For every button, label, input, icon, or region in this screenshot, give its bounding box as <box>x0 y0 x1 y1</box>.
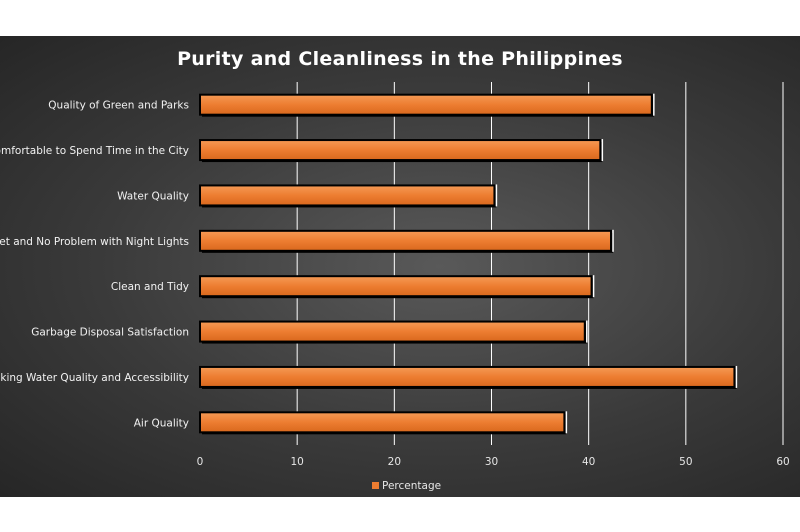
category-label: Garbage Disposal Satisfaction <box>31 327 189 339</box>
bar <box>199 365 736 388</box>
category-label: Drinking Water Quality and Accessibility <box>0 372 189 384</box>
grid-layer <box>296 82 784 445</box>
x-tick-labels: 0 10 20 30 40 50 60 <box>197 456 790 468</box>
x-tick-label: 40 <box>582 456 595 468</box>
bar <box>199 184 496 207</box>
legend-swatch <box>372 482 379 489</box>
x-tick-label: 0 <box>197 456 204 468</box>
x-tick-label: 30 <box>485 456 498 468</box>
bars-layer <box>199 93 738 435</box>
category-label: Water Quality <box>117 190 189 202</box>
bar <box>199 275 593 298</box>
bar <box>199 411 566 434</box>
category-label: Air Quality <box>134 417 189 429</box>
category-label: Quiet and No Problem with Night Lights <box>0 236 189 248</box>
chart-title: Purity and Cleanliness in the Philippine… <box>177 48 623 70</box>
legend: Percentage <box>372 480 441 492</box>
bar <box>199 229 613 252</box>
bar <box>199 320 586 343</box>
bar <box>199 139 602 162</box>
x-tick-label: 60 <box>776 456 789 468</box>
legend-label: Percentage <box>382 480 441 492</box>
x-tick-label: 10 <box>290 456 303 468</box>
category-label: Quality of Green and Parks <box>48 100 189 112</box>
category-label: Clean and Tidy <box>111 281 189 293</box>
x-tick-label: 20 <box>388 456 401 468</box>
bar <box>199 93 653 116</box>
category-label: Comfortable to Spend Time in the City <box>0 145 189 157</box>
category-labels: Quality of Green and Parks Comfortable to… <box>0 100 189 430</box>
x-tick-label: 50 <box>679 456 692 468</box>
